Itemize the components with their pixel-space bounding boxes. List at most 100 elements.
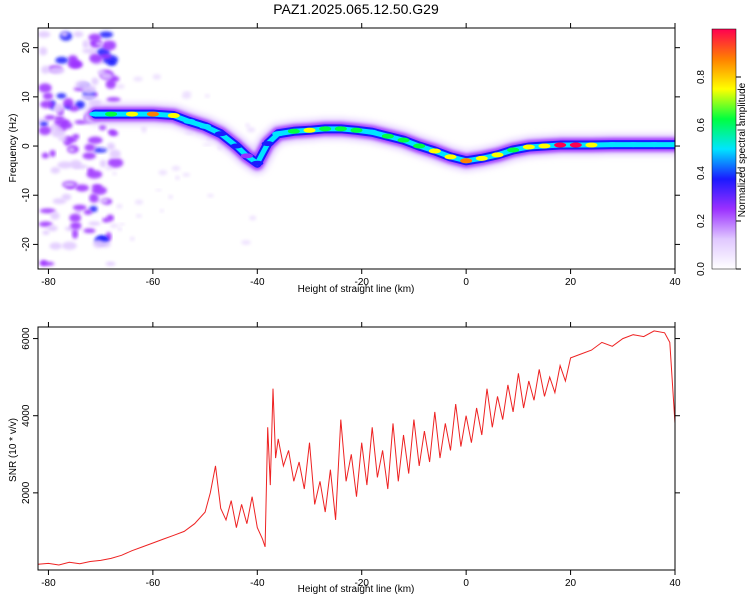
noise-blob — [73, 31, 84, 38]
noise-blob — [91, 186, 107, 195]
ridge-peak — [569, 142, 582, 148]
noise-blob — [99, 159, 107, 168]
noise-blob — [55, 56, 69, 64]
noise-blob — [109, 149, 121, 159]
ridge-peak — [397, 137, 410, 143]
noise-blob — [41, 152, 50, 159]
noise-blob — [87, 136, 103, 144]
noise-blob — [116, 203, 123, 209]
ridge-peak — [444, 154, 457, 160]
noise-blob — [106, 97, 121, 103]
noise-blob — [105, 261, 116, 266]
ridge-peak — [240, 153, 253, 159]
ridge-peak — [648, 142, 661, 148]
noise-blob — [68, 147, 75, 153]
noise-blob — [41, 65, 50, 74]
noise-blob — [246, 127, 256, 133]
noise-blob — [70, 159, 82, 169]
noise-blob — [155, 189, 162, 192]
spectral-heatmap — [38, 31, 675, 266]
noise-blob — [82, 152, 96, 160]
ridge-peak — [460, 158, 473, 164]
noise-blob — [141, 127, 147, 133]
noise-blob — [88, 33, 102, 42]
noise-blob — [38, 221, 53, 227]
noise-blob — [39, 208, 56, 214]
noise-blob — [38, 31, 51, 38]
noise-blob — [88, 221, 101, 226]
noise-blob — [75, 184, 89, 192]
noise-blob — [98, 124, 107, 131]
x-tick-label: -60 — [146, 277, 161, 288]
noise-blob — [47, 225, 58, 232]
y-tick-label: 0 — [21, 143, 32, 149]
noise-blob — [107, 129, 116, 135]
ridge-peak — [381, 133, 394, 139]
noise-blob — [101, 198, 109, 204]
snr-x-axis-label: Height of straight line (km) — [298, 584, 415, 595]
noise-blob — [82, 40, 89, 49]
x-tick-label: -40 — [250, 277, 265, 288]
ridge-peak — [167, 113, 180, 119]
noise-blob — [72, 204, 87, 211]
y-tick-label: 4000 — [21, 404, 32, 427]
ridge-peak — [214, 131, 227, 137]
ridge-peak — [287, 128, 300, 134]
noise-blob — [102, 217, 110, 223]
ridge-peak — [183, 118, 196, 124]
ridge-peak — [606, 142, 619, 148]
noise-blob — [107, 60, 117, 66]
y-tick-label: 2000 — [21, 481, 32, 504]
noise-blob — [100, 72, 113, 80]
ridge-peak — [334, 126, 347, 132]
noise-blob — [175, 175, 180, 180]
noise-blob — [241, 240, 251, 245]
noise-blob — [134, 199, 144, 205]
spectrogram-y-axis-label: Frequency (Hz) — [8, 114, 19, 183]
ridge-peak — [230, 143, 243, 149]
noise-blob — [83, 228, 96, 234]
figure-title: PAZ1.2025.065.12.50.G29 — [273, 1, 439, 17]
noise-blob — [42, 230, 50, 235]
noise-blob — [100, 145, 105, 151]
noise-blob — [181, 93, 192, 100]
noise-blob — [80, 94, 96, 100]
ridge-peak — [522, 144, 535, 150]
colorbar-ticks: 0.0 0.2 0.4 0.6 0.8 — [696, 70, 741, 276]
noise-blob — [116, 84, 125, 89]
ridge-peak — [366, 129, 379, 135]
noise-blob — [101, 40, 117, 51]
noise-blob — [118, 223, 126, 226]
noise-blob — [60, 31, 68, 38]
x-tick-label: -80 — [41, 578, 56, 589]
snr-x-ticks: -80 -60 -40 -20 0 20 40 — [41, 322, 681, 589]
snr-y-axis-label: SNR (10 * v/v) — [8, 418, 19, 482]
noise-blob — [75, 209, 82, 214]
noise-blob — [50, 167, 61, 174]
x-tick-label: -20 — [354, 277, 369, 288]
ridge-peak — [303, 127, 316, 133]
ridge-peak — [350, 127, 363, 133]
snr-y-ticks: 6000 4000 2000 — [21, 327, 680, 504]
noise-blob — [56, 93, 67, 99]
noise-blob — [117, 227, 122, 232]
colorbar-tick-label: 0.8 — [696, 70, 707, 84]
noise-blob — [39, 261, 55, 266]
noise-blob — [52, 198, 67, 205]
x-tick-label: 40 — [669, 578, 681, 589]
snr-panel: -80 -60 -40 -20 0 20 40 6000 4000 2000 Height of… — [8, 322, 681, 595]
noise-blob — [133, 76, 143, 82]
noise-blob — [61, 241, 77, 250]
noise-blob — [67, 59, 81, 69]
noise-blob — [152, 74, 162, 80]
snr-frame — [37, 326, 676, 571]
noise-blob — [52, 103, 64, 114]
ridge-peak — [319, 126, 332, 132]
x-tick-label: -20 — [354, 578, 369, 589]
ridge-peak — [554, 142, 567, 148]
ridge-peak — [413, 143, 426, 149]
noise-blob — [69, 213, 82, 223]
noise-blob — [91, 77, 99, 86]
snr-series-line — [38, 330, 675, 566]
x-tick-label: 0 — [463, 277, 469, 288]
